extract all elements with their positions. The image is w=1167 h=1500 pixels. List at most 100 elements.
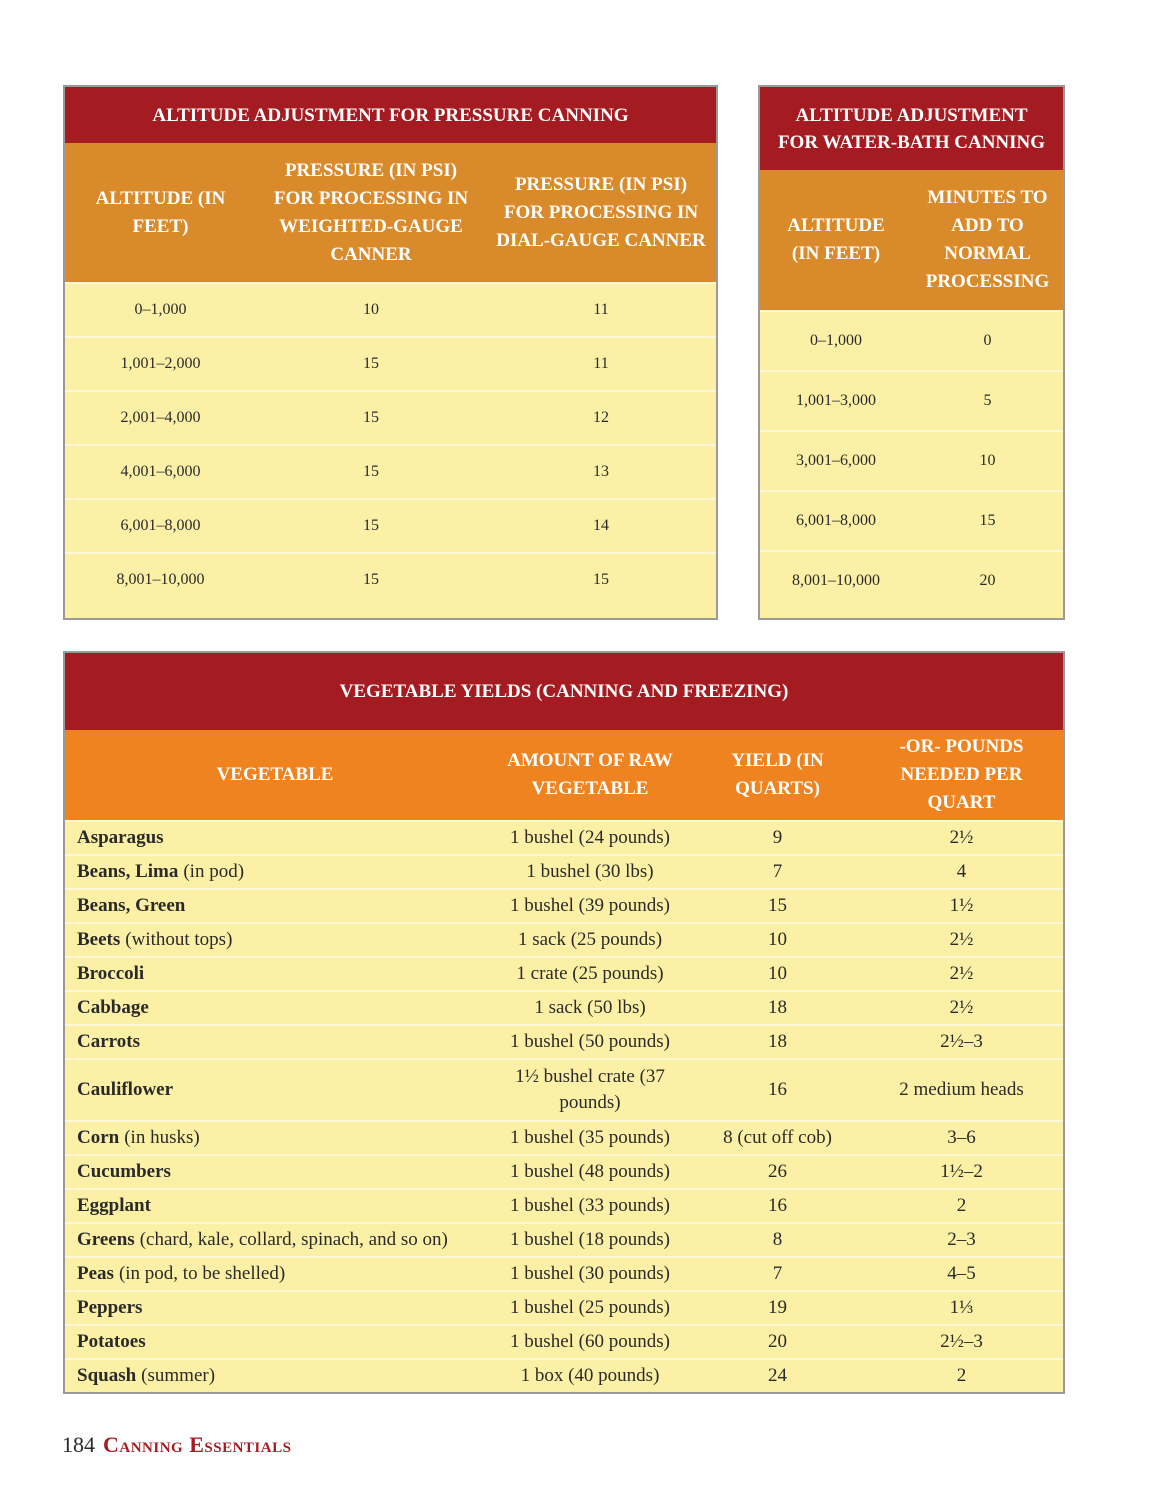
- pounds-cell: 2½: [949, 963, 974, 984]
- table-row: Greens (chard, kale, collard, spinach, an…: [65, 1222, 1063, 1256]
- vegetable-cell: Potatoes: [65, 1326, 485, 1358]
- yield-cell: 7: [772, 861, 783, 882]
- yield-cell: 15: [768, 895, 787, 916]
- vegetable-cell: Cucumbers: [65, 1156, 485, 1188]
- amount-cell: 1 bushel (35 pounds): [510, 1127, 670, 1148]
- table-cell: 13: [593, 463, 609, 480]
- yield-cell: 10: [768, 929, 787, 950]
- yield-cell: 8 (cut off cob): [723, 1127, 832, 1148]
- table-cell: 0–1,000: [810, 332, 862, 349]
- vegetable-cell: Beets (without tops): [65, 924, 485, 956]
- col-header: AMOUNT OF RAW VEGETABLE: [507, 750, 673, 799]
- vegetable-note: (in pod): [183, 861, 245, 882]
- table-row: Peas (in pod, to be shelled) 1 bushel (30 …: [65, 1256, 1063, 1290]
- amount-cell: 1 bushel (48 pounds): [510, 1161, 670, 1182]
- table-row: 2,001–4,000 15 12: [65, 390, 716, 444]
- table-cell: 5: [983, 392, 992, 409]
- yield-cell: 10: [768, 963, 787, 984]
- pounds-cell: 2–3: [947, 1229, 976, 1250]
- table-row: Cauliflower 1½ bushel crate (37 pounds) 16…: [65, 1058, 1063, 1120]
- table-row: Beans, Lima (in pod) 1 bushel (30 lbs) 7 4: [65, 854, 1063, 888]
- vegetable-name: Beans, Lima: [77, 861, 179, 882]
- vegetable-name: Potatoes: [77, 1331, 146, 1352]
- table-row: Asparagus 1 bushel (24 pounds) 9 2½: [65, 820, 1063, 854]
- table-cell: 1,001–3,000: [796, 392, 876, 409]
- table-cell: 14: [593, 517, 609, 534]
- col-header: PRESSURE (IN PSI) FOR PROCESSING IN DIAL…: [496, 173, 706, 251]
- table-cell: 3,001–6,000: [796, 452, 876, 469]
- table-cell: 11: [593, 355, 609, 372]
- amount-cell: 1 bushel (24 pounds): [510, 827, 670, 848]
- section-title: Canning Essentials: [103, 1432, 292, 1457]
- pounds-cell: 4–5: [947, 1263, 976, 1284]
- pressure-canning-table: ALTITUDE ADJUSTMENT FOR PRESSURE CANNING…: [63, 85, 718, 620]
- vegetable-cell: Carrots: [65, 1026, 485, 1058]
- table-title: ALTITUDE ADJUSTMENT FOR PRESSURE CANNING: [65, 87, 716, 143]
- amount-cell: 1 bushel (60 pounds): [510, 1331, 670, 1352]
- amount-cell: 1 crate (25 pounds): [516, 963, 664, 984]
- yield-cell: 24: [768, 1365, 787, 1386]
- table-row: Beets (without tops) 1 sack (25 pounds) 10 2…: [65, 922, 1063, 956]
- vegetable-cell: Broccoli: [65, 958, 485, 990]
- table-cell: 4,001–6,000: [120, 463, 201, 480]
- vegetable-name: Cauliflower: [77, 1079, 174, 1100]
- vegetable-name: Cucumbers: [77, 1161, 171, 1182]
- amount-cell: 1 sack (25 pounds): [517, 929, 663, 950]
- vegetable-name: Peas: [77, 1263, 114, 1284]
- table-cell: 8,001–10,000: [792, 572, 880, 589]
- amount-cell: 1½ bushel crate (37 pounds): [515, 1066, 665, 1113]
- table-header: ALTITUDE (IN FEET) PRESSURE (IN PSI) FOR…: [65, 143, 716, 282]
- table-cell: 10: [363, 301, 379, 318]
- vegetable-cell: Cabbage: [65, 992, 485, 1024]
- amount-cell: 1 box (40 pounds): [520, 1365, 660, 1386]
- yield-cell: 7: [772, 1263, 783, 1284]
- pounds-cell: 4: [956, 861, 967, 882]
- vegetable-cell: Squash (summer): [65, 1360, 485, 1392]
- table-cell: 0–1,000: [134, 301, 187, 318]
- pounds-cell: 2½: [949, 997, 974, 1018]
- table-cell: 15: [363, 517, 379, 534]
- page-number: 184: [62, 1432, 95, 1457]
- vegetable-name: Asparagus: [77, 827, 164, 848]
- table-header: ALTITUDE (IN FEET) MINUTES TO ADD TO NOR…: [760, 170, 1063, 310]
- col-header: -OR- POUNDS NEEDED PER QUART: [899, 736, 1024, 813]
- amount-cell: 1 bushel (30 lbs): [526, 861, 654, 882]
- vegetable-name: Peppers: [77, 1297, 143, 1318]
- vegetable-note: (summer): [141, 1365, 216, 1386]
- vegetable-note: (in pod, to be shelled): [118, 1263, 286, 1284]
- table-cell: 15: [363, 355, 379, 372]
- vegetable-name: Eggplant: [77, 1195, 151, 1216]
- vegetable-name: Carrots: [77, 1031, 140, 1052]
- col-header: PRESSURE (IN PSI) FOR PROCESSING IN WEIG…: [273, 159, 469, 265]
- yield-cell: 18: [768, 997, 787, 1018]
- table-row: 6,001–8,000 15 14: [65, 498, 716, 552]
- amount-cell: 1 sack (50 lbs): [534, 997, 646, 1018]
- yield-cell: 16: [768, 1195, 787, 1216]
- pounds-cell: 3–6: [947, 1127, 976, 1148]
- table-row: 0–1,000 0: [760, 310, 1063, 370]
- pounds-cell: 1⅓: [949, 1297, 974, 1318]
- table-row: Cucumbers 1 bushel (48 pounds) 26 1½–2: [65, 1154, 1063, 1188]
- table-cell: 11: [593, 301, 609, 318]
- table-row: 3,001–6,000 10: [760, 430, 1063, 490]
- table-cell: 15: [979, 512, 996, 529]
- table-cell: 8,001–10,000: [116, 571, 205, 588]
- table-row: 8,001–10,000 20: [760, 550, 1063, 610]
- amount-cell: 1 bushel (39 pounds): [510, 895, 670, 916]
- vegetable-name: Corn: [77, 1127, 120, 1148]
- pounds-cell: 2 medium heads: [899, 1079, 1024, 1100]
- vegetable-name: Cabbage: [77, 997, 149, 1018]
- vegetable-note: (in husks): [124, 1127, 200, 1148]
- vegetable-cell: Greens (chard, kale, collard, spinach, an…: [65, 1224, 485, 1256]
- table-row: Broccoli 1 crate (25 pounds) 10 2½: [65, 956, 1063, 990]
- table-row: Squash (summer) 1 box (40 pounds) 24 2: [65, 1358, 1063, 1392]
- vegetable-cell: Cauliflower: [65, 1060, 485, 1120]
- col-header: MINUTES TO ADD TO NORMAL PROCESSING: [925, 187, 1050, 292]
- table-title: ALTITUDE ADJUSTMENT FOR WATER-BATH CANNI…: [760, 87, 1063, 170]
- pounds-cell: 2: [956, 1195, 967, 1216]
- vegetable-cell: Corn (in husks): [65, 1122, 485, 1154]
- table-title: VEGETABLE YIELDS (CANNING AND FREEZING): [65, 653, 1063, 730]
- table-cell: 10: [979, 452, 996, 469]
- table-row: Corn (in husks) 1 bushel (35 pounds) 8 (cut…: [65, 1120, 1063, 1154]
- vegetable-cell: Peppers: [65, 1292, 485, 1324]
